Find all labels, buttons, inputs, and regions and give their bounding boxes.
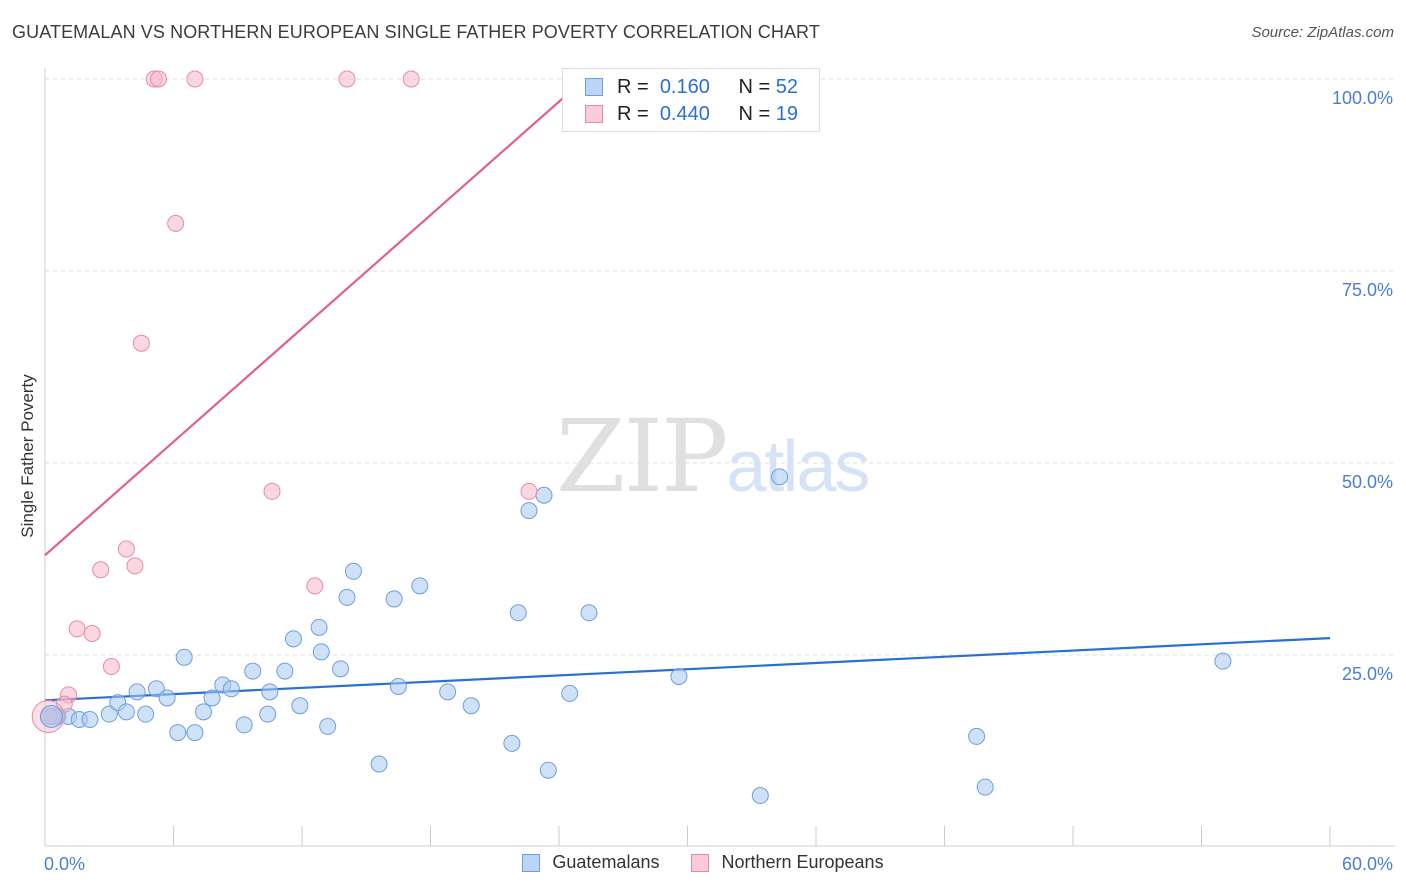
legend-row-guatemalans: R = 0.160 N = 52 bbox=[585, 74, 798, 100]
northern-european-point bbox=[264, 483, 280, 499]
guatemalan-point bbox=[521, 503, 537, 519]
guatemalan-point bbox=[223, 681, 239, 697]
northern-european-point bbox=[307, 578, 323, 594]
northern-european-point bbox=[127, 558, 143, 574]
legend-swatch-pink bbox=[691, 854, 709, 872]
guatemalan-point bbox=[292, 698, 308, 714]
guatemalan-point bbox=[540, 762, 556, 778]
legend-item-guatemalans: Guatemalans bbox=[522, 852, 659, 873]
trend-lines bbox=[45, 79, 1330, 700]
guatemalan-point bbox=[339, 589, 355, 605]
northern-european-point bbox=[118, 541, 134, 557]
guatemalan-point bbox=[752, 788, 768, 804]
guatemalan-point bbox=[187, 725, 203, 741]
data-points bbox=[32, 71, 1231, 804]
y-tick-label: 75.0% bbox=[1342, 280, 1393, 300]
guatemalan-point bbox=[1215, 653, 1231, 669]
northern-european-point bbox=[339, 71, 355, 87]
guatemalan-point bbox=[440, 684, 456, 700]
guatemalan-point bbox=[504, 735, 520, 751]
guatemalan-point bbox=[562, 685, 578, 701]
northern-european-point bbox=[93, 562, 109, 578]
guatemalan-point bbox=[510, 605, 526, 621]
legend-label: Guatemalans bbox=[552, 852, 659, 873]
legend-swatch-pink bbox=[585, 105, 603, 123]
guatemalan-cluster bbox=[40, 705, 62, 727]
guatemalan-point bbox=[129, 684, 145, 700]
northern-european-point bbox=[187, 71, 203, 87]
legend-label: Northern Europeans bbox=[721, 852, 883, 873]
tick-labels: 25.0%50.0%75.0%100.0%0.0% 60.0% bbox=[44, 88, 1393, 874]
guatemalan-point bbox=[118, 704, 134, 720]
northern-european-point bbox=[103, 659, 119, 675]
legend-swatch-blue bbox=[585, 78, 603, 96]
guatemalan-point bbox=[969, 728, 985, 744]
guatemalan-point bbox=[170, 725, 186, 741]
guatemalan-point bbox=[581, 605, 597, 621]
legend-r-label: R = bbox=[617, 76, 649, 99]
legend-n-label: N = bbox=[738, 76, 770, 99]
y-tick-label: 25.0% bbox=[1342, 664, 1393, 684]
guatemalan-point bbox=[371, 756, 387, 772]
northern-european-point bbox=[403, 71, 419, 87]
series-legend: Guatemalans Northern Europeans bbox=[0, 852, 1406, 873]
guatemalan-point bbox=[262, 684, 278, 700]
guatemalan-point bbox=[236, 717, 252, 733]
guatemalan-point bbox=[977, 779, 993, 795]
guatemalan-point bbox=[671, 669, 687, 685]
correlation-legend: R = 0.160 N = 52 R = 0.440 N = 19 bbox=[562, 68, 820, 132]
legend-n-label: N = bbox=[738, 103, 770, 126]
northern-european-point bbox=[69, 621, 85, 637]
legend-swatch-blue bbox=[522, 854, 540, 872]
guatemalan-point bbox=[204, 690, 220, 706]
guatemalan-point bbox=[463, 698, 479, 714]
guatemalan-point bbox=[176, 649, 192, 665]
legend-r-label: R = bbox=[617, 103, 649, 126]
chart-plot: 25.0%50.0%75.0%100.0%0.0% 60.0% bbox=[0, 0, 1406, 892]
northern-european-point bbox=[521, 483, 537, 499]
grid-lines bbox=[45, 79, 1395, 655]
guatemalan-point bbox=[345, 563, 361, 579]
northern-european-point bbox=[168, 215, 184, 231]
guatemalan-point bbox=[333, 661, 349, 677]
guatemalan-point bbox=[320, 718, 336, 734]
guatemalan-point bbox=[311, 619, 327, 635]
guatemalan-point bbox=[536, 487, 552, 503]
guatemalan-point bbox=[245, 663, 261, 679]
legend-r-value: 0.160 bbox=[660, 76, 722, 99]
guatemalan-point bbox=[138, 706, 154, 722]
northern-european-point bbox=[84, 625, 100, 641]
guatemalan-point bbox=[159, 690, 175, 706]
guatemalan-point bbox=[390, 678, 406, 694]
guatemalan-point bbox=[260, 706, 276, 722]
y-tick-label: 50.0% bbox=[1342, 472, 1393, 492]
guatemalan-point bbox=[412, 578, 428, 594]
legend-row-northern-europeans: R = 0.440 N = 19 bbox=[585, 101, 798, 127]
guatemalan-point bbox=[313, 644, 329, 660]
northern-european-trend-line bbox=[45, 79, 585, 555]
legend-item-northern-europeans: Northern Europeans bbox=[691, 852, 883, 873]
legend-n-value: 19 bbox=[776, 103, 798, 126]
y-tick-label: 100.0% bbox=[1332, 88, 1393, 108]
guatemalan-point bbox=[82, 712, 98, 728]
guatemalan-point bbox=[277, 663, 293, 679]
northern-european-point bbox=[133, 335, 149, 351]
legend-r-value: 0.440 bbox=[660, 103, 722, 126]
guatemalan-point bbox=[772, 469, 788, 485]
legend-n-value: 52 bbox=[776, 76, 798, 99]
guatemalan-point bbox=[386, 591, 402, 607]
guatemalan-point bbox=[285, 631, 301, 647]
northern-european-point bbox=[151, 71, 167, 87]
guatemalan-point bbox=[195, 704, 211, 720]
